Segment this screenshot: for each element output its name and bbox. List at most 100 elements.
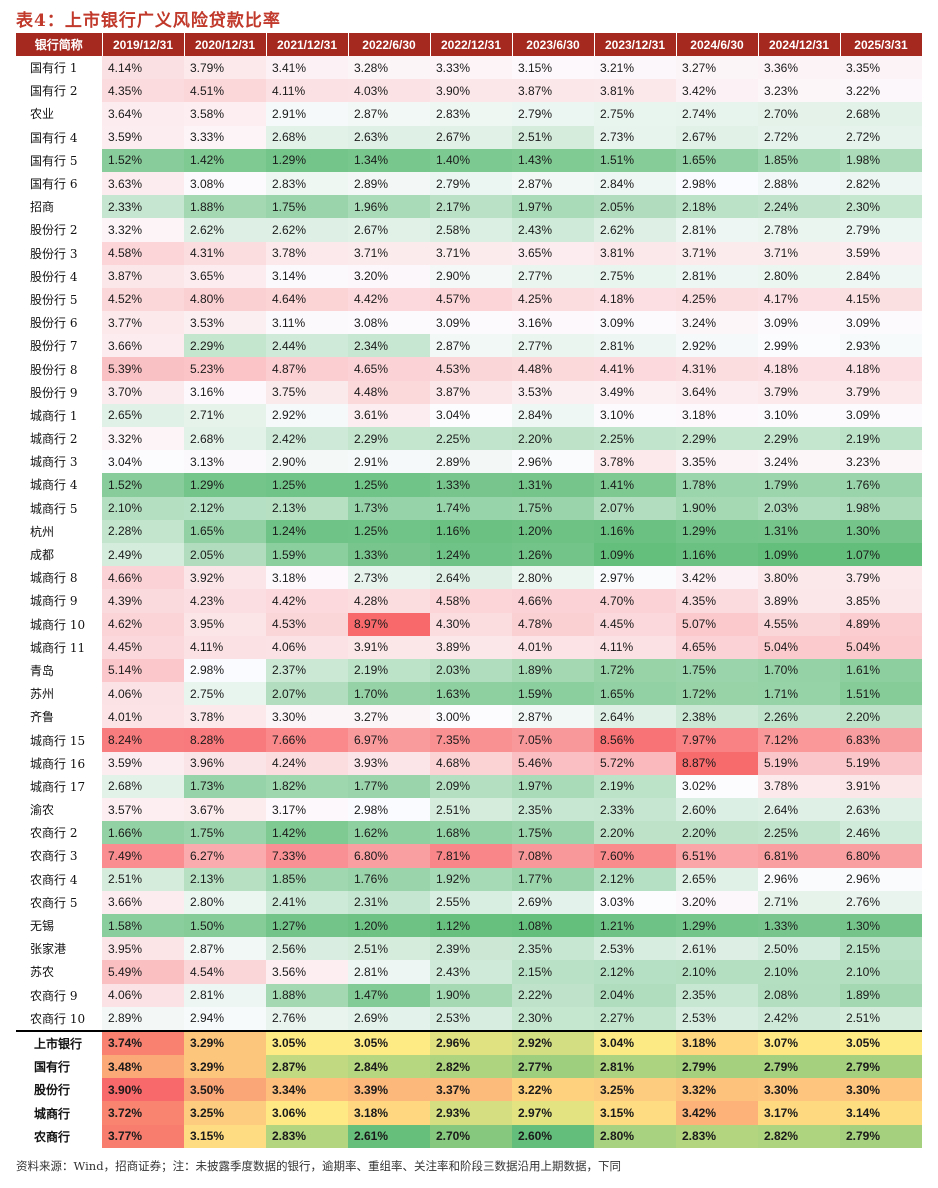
ratio-cell: 2.69% (348, 1006, 430, 1031)
table-row: 股份行 2 3.32% 2.62% 2.62% 2.67% 2.58% 2.43% 2.62%… (16, 218, 922, 242)
bank-name-cell: 成都 (16, 542, 102, 567)
ratio-cell: 3.05% (348, 1029, 430, 1056)
ratio-cell: 1.52% (102, 148, 184, 172)
ratio-cell: 1.97% (512, 195, 594, 219)
bank-name-cell: 农商行 3 (16, 844, 102, 868)
ratio-cell: 2.07% (266, 682, 348, 706)
ratio-cell: 3.41% (266, 56, 348, 80)
ratio-cell: 3.04% (102, 450, 184, 474)
ratio-cell: 2.93% (840, 334, 922, 358)
table-row: 城商行 9 4.39% 4.23% 4.42% 4.28% 4.58% 4.66% 4.70%… (16, 589, 922, 613)
ratio-cell: 3.90% (430, 79, 512, 103)
table-row: 城商行 5 2.10% 2.12% 2.13% 1.73% 1.74% 1.75% 2.07%… (16, 496, 922, 520)
ratio-cell: 1.30% (840, 913, 922, 938)
bank-name-cell: 城商行 15 (16, 728, 102, 752)
header-date: 2019/12/31 (102, 33, 185, 56)
ratio-cell: 2.28% (102, 519, 184, 543)
table-row: 齐鲁 4.01% 3.78% 3.30% 3.27% 3.00% 2.87% 2.64% 2.3… (16, 705, 922, 729)
header-date: 2025/3/31 (840, 33, 923, 56)
ratio-cell: 1.12% (430, 913, 512, 938)
ratio-cell: 6.51% (676, 844, 758, 868)
ratio-cell: 2.80% (758, 264, 840, 288)
ratio-cell: 2.63% (348, 125, 430, 149)
ratio-cell: 4.41% (594, 357, 676, 381)
ratio-cell: 2.42% (266, 427, 348, 451)
ratio-cell: 2.19% (840, 427, 922, 451)
ratio-cell: 4.45% (594, 612, 676, 636)
ratio-cell: 2.49% (102, 542, 184, 567)
ratio-cell: 2.91% (266, 102, 348, 126)
ratio-cell: 3.11% (266, 311, 348, 335)
ratio-cell: 1.52% (102, 473, 184, 497)
ratio-cell: 3.36% (758, 56, 840, 80)
ratio-cell: 3.61% (348, 403, 430, 427)
bank-name-cell: 渝农 (16, 798, 102, 822)
ratio-cell: 2.33% (102, 195, 184, 219)
ratio-cell: 2.61% (348, 1124, 430, 1148)
ratio-cell: 3.27% (676, 56, 758, 80)
ratio-cell: 2.51% (348, 937, 430, 961)
ratio-cell: 1.78% (676, 473, 758, 497)
ratio-cell: 4.68% (430, 751, 512, 775)
ratio-cell: 2.33% (594, 798, 676, 822)
ratio-cell: 1.47% (348, 983, 430, 1007)
ratio-cell: 2.89% (348, 171, 430, 196)
ratio-cell: 2.83% (266, 1124, 348, 1148)
header-date: 2023/6/30 (512, 33, 595, 56)
ratio-cell: 1.73% (184, 774, 266, 798)
ratio-cell: 1.41% (594, 473, 676, 497)
ratio-cell: 3.14% (266, 264, 348, 288)
ratio-cell: 2.29% (758, 427, 840, 451)
ratio-cell: 3.29% (184, 1029, 266, 1056)
ratio-cell: 2.92% (512, 1029, 594, 1056)
table-row: 股份行 9 3.70% 3.16% 3.75% 4.48% 3.87% 3.53% 3.49%… (16, 380, 922, 404)
ratio-cell: 2.75% (594, 102, 676, 126)
ratio-cell: 3.22% (512, 1078, 594, 1102)
bank-name-cell: 城商行 9 (16, 589, 102, 613)
ratio-cell: 1.75% (266, 195, 348, 219)
ratio-cell: 1.82% (266, 774, 348, 798)
bank-name-cell: 杭州 (16, 519, 102, 543)
ratio-cell: 1.33% (758, 913, 840, 938)
ratio-cell: 2.53% (676, 1006, 758, 1031)
ratio-cell: 2.60% (676, 798, 758, 822)
ratio-cell: 2.82% (840, 171, 922, 196)
ratio-cell: 3.15% (594, 1101, 676, 1125)
ratio-cell: 3.78% (594, 450, 676, 474)
ratio-cell: 6.80% (840, 844, 922, 868)
ratio-cell: 2.25% (430, 427, 512, 451)
ratio-cell: 2.15% (512, 960, 594, 984)
ratio-cell: 2.98% (676, 171, 758, 196)
bank-name-cell: 国有行 5 (16, 148, 102, 172)
ratio-cell: 2.19% (594, 774, 676, 798)
ratio-cell: 3.30% (758, 1078, 840, 1102)
bank-name-cell: 股份行 9 (16, 380, 102, 404)
ratio-cell: 3.87% (102, 264, 184, 288)
ratio-cell: 1.16% (676, 542, 758, 567)
ratio-cell: 2.75% (594, 264, 676, 288)
ratio-cell: 7.08% (512, 844, 594, 868)
ratio-cell: 2.93% (430, 1101, 512, 1125)
ratio-cell: 2.81% (594, 334, 676, 358)
table-row: 股份行 6 3.77% 3.53% 3.11% 3.08% 3.09% 3.16% 3.09%… (16, 311, 922, 335)
ratio-cell: 2.12% (184, 496, 266, 520)
bank-name-cell: 苏州 (16, 682, 102, 706)
ratio-cell: 3.30% (266, 705, 348, 729)
ratio-cell: 3.24% (758, 450, 840, 474)
ratio-cell: 1.75% (676, 658, 758, 683)
ratio-cell: 2.71% (758, 890, 840, 914)
ratio-cell: 1.25% (348, 473, 430, 497)
table-row: 城商行 17 2.68% 1.73% 1.82% 1.77% 2.09% 1.97% 2.19… (16, 774, 922, 798)
ratio-cell: 2.65% (102, 403, 184, 427)
ratio-cell: 3.79% (184, 56, 266, 80)
ratio-cell: 2.99% (758, 334, 840, 358)
ratio-cell: 2.67% (676, 125, 758, 149)
ratio-cell: 1.90% (430, 983, 512, 1007)
ratio-cell: 2.82% (758, 1124, 840, 1148)
ratio-cell: 4.62% (102, 612, 184, 636)
ratio-cell: 7.05% (512, 728, 594, 752)
ratio-cell: 2.51% (512, 125, 594, 149)
ratio-cell: 1.77% (512, 867, 594, 891)
table-row: 无锡 1.58% 1.50% 1.27% 1.20% 1.12% 1.08% 1.21% 1.2… (16, 913, 922, 938)
ratio-cell: 1.31% (512, 473, 594, 497)
